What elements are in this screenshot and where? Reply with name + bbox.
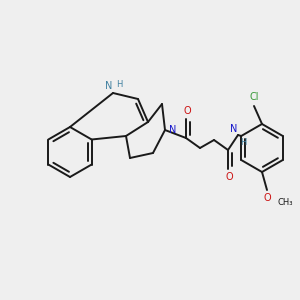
- Text: N: N: [169, 125, 176, 135]
- Text: O: O: [225, 172, 233, 182]
- Text: Cl: Cl: [249, 92, 259, 102]
- Text: N: N: [230, 124, 237, 134]
- Text: O: O: [183, 106, 191, 116]
- Text: H: H: [116, 80, 122, 89]
- Text: O: O: [263, 193, 271, 203]
- Text: H: H: [240, 138, 246, 147]
- Text: CH₃: CH₃: [277, 198, 292, 207]
- Text: N: N: [105, 81, 112, 91]
